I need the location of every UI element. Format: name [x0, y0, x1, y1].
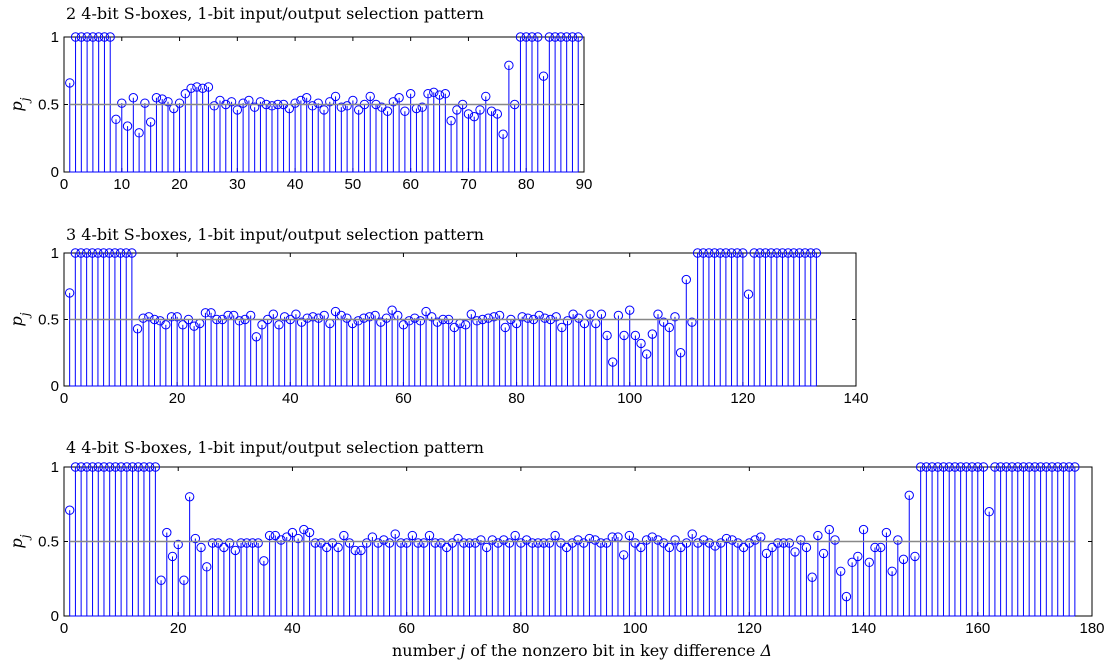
- x-tick-label: 40: [282, 390, 299, 407]
- x-tick-label: 40: [284, 620, 301, 637]
- subplot-4-sboxes: 4 4-bit S-boxes, 1-bit input/output sele…: [7, 438, 1105, 660]
- x-tick-label: 160: [965, 620, 990, 637]
- y-tick-label: 1: [51, 245, 59, 262]
- y-tick-label: 1: [51, 459, 59, 476]
- y-tick-label: 0.5: [38, 312, 59, 329]
- y-tick-label: 0.5: [38, 534, 59, 551]
- subplot-title: 3 4-bit S-boxes, 1-bit input/output sele…: [66, 225, 484, 244]
- x-tick-label: 60: [395, 390, 412, 407]
- x-tick-label: 80: [508, 390, 525, 407]
- x-tick-label: 140: [851, 620, 876, 637]
- subplot-3-sboxes: 3 4-bit S-boxes, 1-bit input/output sele…: [7, 225, 869, 407]
- x-tick-label: 120: [737, 620, 762, 637]
- x-tick-label: 100: [623, 620, 648, 637]
- y-tick-label: 0: [51, 378, 59, 395]
- x-tick-label: 10: [113, 176, 130, 193]
- y-tick-label: 0: [51, 164, 59, 181]
- x-tick-label: 40: [287, 176, 304, 193]
- x-tick-label: 20: [171, 176, 188, 193]
- y-tick-label: 1: [51, 29, 59, 46]
- x-tick-label: 180: [1079, 620, 1104, 637]
- x-tick-label: 90: [576, 176, 593, 193]
- x-tick-label: 60: [398, 620, 415, 637]
- x-tick-label: 50: [345, 176, 362, 193]
- x-tick-label: 30: [229, 176, 246, 193]
- subplot-title: 2 4-bit S-boxes, 1-bit input/output sele…: [66, 4, 484, 23]
- y-axis-label: pj: [7, 97, 32, 111]
- y-axis-label: pj: [7, 534, 32, 548]
- x-tick-label: 0: [60, 620, 68, 637]
- x-tick-label: 100: [617, 390, 642, 407]
- x-tick-label: 0: [60, 176, 68, 193]
- x-tick-label: 70: [460, 176, 477, 193]
- x-tick-label: 0: [60, 390, 68, 407]
- y-axis-label: pj: [7, 312, 32, 326]
- x-tick-label: 120: [730, 390, 755, 407]
- x-tick-label: 80: [513, 620, 530, 637]
- x-tick-label: 140: [843, 390, 868, 407]
- x-tick-label: 80: [518, 176, 535, 193]
- x-tick-label: 20: [170, 620, 187, 637]
- x-tick-label: 20: [169, 390, 186, 407]
- subplot-title: 4 4-bit S-boxes, 1-bit input/output sele…: [66, 438, 484, 457]
- y-tick-label: 0: [51, 608, 59, 625]
- x-axis-label: number j of the nonzero bit in key diffe…: [392, 641, 772, 660]
- x-tick-label: 60: [402, 176, 419, 193]
- subplot-2-sboxes: 2 4-bit S-boxes, 1-bit input/output sele…: [7, 4, 592, 193]
- y-tick-label: 0.5: [38, 97, 59, 114]
